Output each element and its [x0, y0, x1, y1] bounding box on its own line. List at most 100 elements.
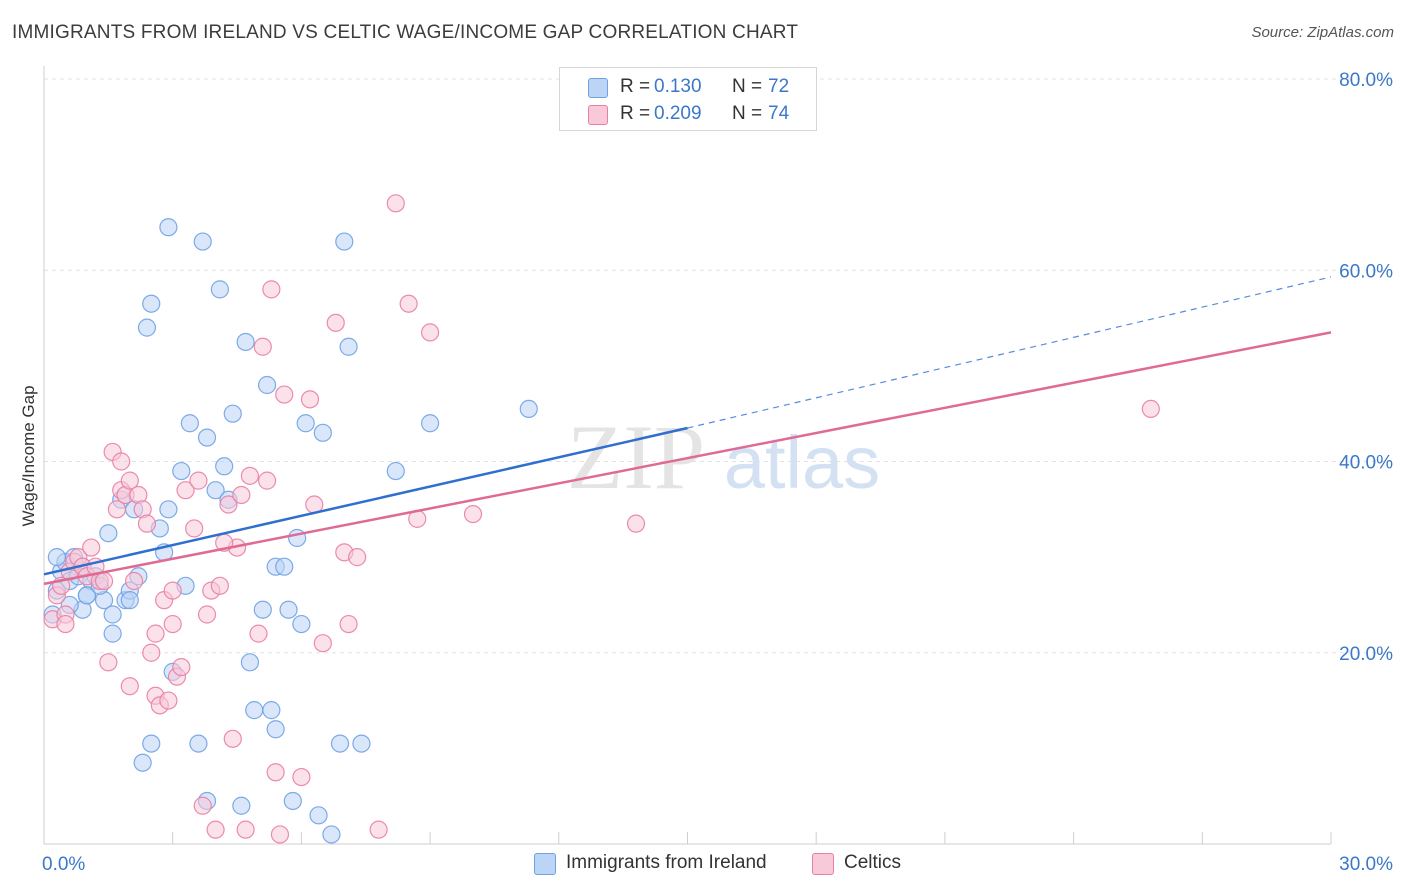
- data-points: [43, 194, 1160, 844]
- data-point-ireland: [253, 600, 272, 619]
- legend-swatch-celtics: [588, 105, 608, 125]
- legend-box: R = 0.130 N = 72 R = 0.209 N = 74: [559, 67, 817, 131]
- data-point-ireland: [279, 600, 298, 619]
- legend-n-label: N =: [732, 76, 763, 97]
- data-point-ireland: [189, 734, 208, 753]
- data-point-celtics: [386, 194, 405, 213]
- data-point-celtics: [262, 280, 281, 299]
- legend-n-value-celtics: 74: [768, 103, 790, 124]
- data-point-celtics: [369, 820, 388, 839]
- data-point-ireland: [232, 796, 251, 815]
- data-point-ireland: [99, 524, 118, 543]
- bottom-legend-swatch-celtics: [812, 853, 834, 875]
- data-point-celtics: [107, 500, 127, 519]
- data-point-celtics: [626, 514, 646, 533]
- watermark-zip: ZIP: [567, 406, 705, 508]
- data-point-celtics: [236, 820, 255, 839]
- data-point-celtics: [206, 820, 225, 839]
- data-point-ireland: [386, 461, 405, 481]
- data-point-ireland: [159, 500, 178, 519]
- data-point-celtics: [348, 548, 367, 567]
- data-point-ireland: [262, 701, 281, 720]
- data-point-celtics: [193, 796, 212, 815]
- data-point-celtics: [253, 337, 272, 356]
- legend-n-value-ireland: 72: [768, 76, 790, 97]
- trend-line-ireland: [43, 426, 688, 576]
- data-point-celtics: [339, 614, 358, 634]
- data-point-celtics: [142, 643, 161, 662]
- tick-labels: 20.0% 40.0% 60.0% 80.0% 0.0% 30.0%: [42, 70, 1393, 875]
- data-point-celtics: [112, 452, 131, 471]
- data-point-celtics: [185, 519, 204, 538]
- data-point-celtics: [421, 323, 440, 342]
- data-point-ireland: [322, 825, 341, 844]
- data-point-ireland: [120, 591, 139, 610]
- legend-r-label: R =: [620, 76, 651, 97]
- data-point-celtics: [313, 634, 332, 653]
- data-point-celtics: [275, 385, 294, 404]
- trend-lines: [43, 276, 1332, 586]
- data-point-ireland: [180, 414, 199, 433]
- data-point-celtics: [399, 294, 418, 313]
- data-point-celtics: [176, 481, 195, 500]
- data-point-celtics: [232, 485, 251, 505]
- data-point-celtics: [82, 538, 101, 557]
- data-point-ireland: [339, 337, 358, 356]
- data-point-celtics: [163, 614, 182, 634]
- legend-n-label: N =: [732, 103, 763, 124]
- data-point-ireland: [266, 720, 285, 739]
- grid-lines: [44, 78, 1394, 654]
- data-point-celtics: [99, 653, 118, 672]
- y-tick-label: 80.0%: [1339, 70, 1393, 91]
- data-point-ireland: [275, 557, 294, 576]
- data-point-celtics: [257, 471, 277, 490]
- data-point-ireland: [215, 457, 234, 476]
- data-point-ireland: [292, 614, 311, 634]
- data-point-ireland: [236, 332, 255, 352]
- data-point-celtics: [189, 471, 208, 490]
- data-point-ireland: [77, 586, 97, 605]
- chart-title: IMMIGRANTS FROM IRELAND VS CELTIC WAGE/I…: [12, 22, 799, 43]
- x-tick-label-max: 30.0%: [1339, 854, 1393, 875]
- data-point-celtics: [120, 471, 139, 490]
- legend-swatch-ireland: [588, 78, 608, 98]
- data-point-celtics: [94, 571, 114, 591]
- data-point-celtics: [219, 495, 238, 514]
- data-point-celtics: [172, 657, 191, 677]
- data-point-ireland: [309, 806, 328, 825]
- bottom-legend-label-ireland: Immigrants from Ireland: [566, 852, 767, 873]
- data-point-celtics: [210, 576, 229, 595]
- data-point-celtics: [163, 581, 182, 600]
- data-point-celtics: [270, 825, 290, 844]
- legend-r-value-celtics: 0.209: [654, 103, 702, 124]
- data-point-ireland: [206, 481, 225, 500]
- y-tick-label: 60.0%: [1339, 261, 1393, 282]
- data-point-ireland: [283, 791, 302, 811]
- trend-line-ireland-extension: [687, 276, 1332, 429]
- data-point-ireland: [335, 232, 354, 251]
- data-point-celtics: [326, 313, 345, 332]
- data-point-ireland: [330, 734, 350, 753]
- source-label: Source: ZipAtlas.com: [1251, 24, 1394, 41]
- legend-r-label: R =: [620, 103, 651, 124]
- data-point-celtics: [146, 624, 165, 643]
- data-point-celtics: [463, 504, 483, 524]
- data-point-ireland: [421, 414, 440, 433]
- data-point-ireland: [519, 399, 538, 419]
- data-point-ireland: [142, 734, 161, 753]
- data-point-ireland: [137, 318, 157, 337]
- data-point-ireland: [210, 280, 229, 299]
- x-tick-label-min: 0.0%: [42, 854, 85, 875]
- data-point-celtics: [56, 614, 75, 634]
- data-point-ireland: [352, 734, 371, 753]
- data-point-celtics: [249, 624, 268, 643]
- data-point-celtics: [197, 605, 217, 624]
- data-point-celtics: [300, 390, 320, 409]
- data-point-ireland: [133, 753, 152, 772]
- data-point-ireland: [313, 423, 332, 442]
- axes: [43, 66, 1332, 845]
- y-tick-label: 20.0%: [1339, 644, 1393, 665]
- data-point-ireland: [103, 624, 122, 643]
- data-point-ireland: [245, 701, 264, 720]
